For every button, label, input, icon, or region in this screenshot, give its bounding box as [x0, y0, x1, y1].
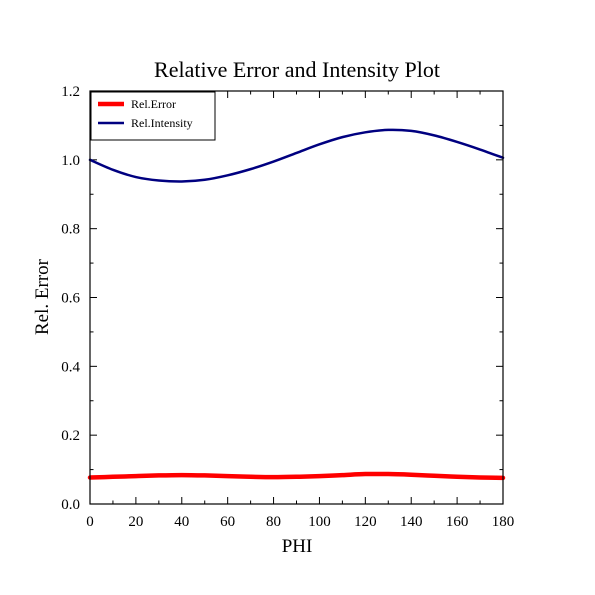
x-tick-label: 160 — [446, 514, 469, 530]
x-tick-label: 140 — [400, 514, 423, 530]
y-tick-label: 0.0 — [61, 497, 80, 513]
series-line-rel-intensity — [88, 128, 505, 183]
chart-title: Relative Error and Intensity Plot — [154, 57, 440, 82]
x-tick-label: 20 — [128, 514, 143, 530]
axis-ticks: 0 20 40 60 80 100 120 140 160 180 0.0 0.2 0.4 0.6 0.8 1… — [61, 84, 514, 530]
x-axis-label: PHI — [282, 536, 313, 557]
legend: Rel.Error Rel.Intensity — [90, 91, 216, 141]
plot-frame — [89, 90, 504, 505]
legend-box — [90, 91, 216, 141]
y-tick-label: 0.2 — [61, 428, 80, 444]
x-tick-label: 80 — [266, 514, 281, 530]
legend-label: Rel.Intensity — [131, 116, 193, 130]
y-tick-label: 1.0 — [61, 153, 80, 169]
y-tick-label: 1.2 — [61, 84, 80, 100]
x-tick-label: 0 — [86, 514, 94, 530]
x-tick-label: 100 — [308, 514, 331, 530]
y-axis-label: Rel. Error — [32, 258, 53, 335]
y-tick-label: 0.6 — [61, 291, 80, 307]
x-tick-label: 60 — [220, 514, 235, 530]
legend-label: Rel.Error — [131, 97, 176, 111]
x-tick-label: 120 — [354, 514, 377, 530]
y-tick-label: 0.8 — [61, 222, 80, 238]
x-tick-label: 180 — [492, 514, 515, 530]
series-line-rel-error — [87, 471, 506, 481]
series-lines — [87, 128, 506, 481]
y-tick-label: 0.4 — [61, 359, 80, 375]
x-tick-label: 40 — [174, 514, 189, 530]
